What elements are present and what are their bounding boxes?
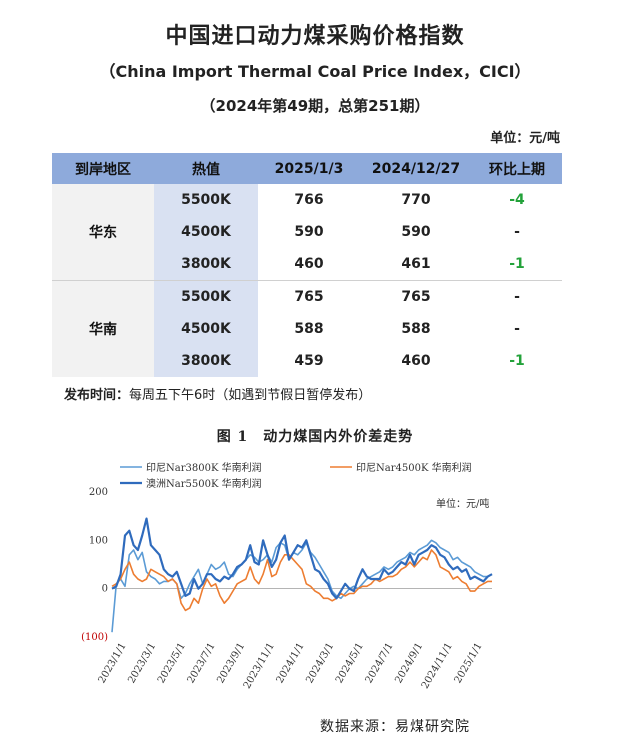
- x-tick-label: 2024/1/1: [275, 641, 307, 685]
- x-tick-label: 2023/5/1: [156, 641, 188, 685]
- spec-cell: 5500K: [154, 184, 258, 216]
- table-header-row: 到岸地区 热值 2025/1/3 2024/12/27 环比上期: [52, 153, 562, 184]
- price-change: -1: [509, 353, 525, 369]
- header-previous: 2024/12/27: [360, 153, 472, 184]
- region-south-china: 华南: [52, 280, 154, 377]
- legend-label: 澳洲Nar5500K 华南利润: [146, 477, 262, 490]
- current-price: 765: [294, 289, 324, 305]
- figure-title: 图 1 动力煤国内外价差走势: [216, 429, 414, 445]
- price-change: -: [514, 321, 520, 337]
- y-tick-label: 0: [102, 584, 108, 595]
- price-spread-chart: 印尼Nar3800K 华南利润 印尼Nar4500K 华南利润澳洲Nar5500K…: [81, 461, 493, 691]
- region-east-china: 华东: [52, 184, 154, 281]
- header-region: 到岸地区: [52, 153, 154, 184]
- x-tick-label: 2024/7/1: [364, 641, 396, 685]
- table-row: 3800K 460 461 -1: [52, 248, 562, 281]
- page-subtitle: （China Import Thermal Coal Price Index，C…: [99, 62, 531, 81]
- unit-label: 单位：元/吨: [490, 131, 560, 146]
- table-row: 4500K 588 588 -: [52, 313, 562, 345]
- x-tick-label: 2025/1/1: [453, 641, 485, 685]
- series-line: [111, 517, 493, 600]
- header-current: 2025/1/3: [258, 153, 360, 184]
- header-change: 环比上期: [472, 153, 562, 184]
- chart-legend: 印尼Nar3800K 华南利润 印尼Nar4500K 华南利润澳洲Nar5500K…: [120, 461, 472, 490]
- price-table: 到岸地区 热值 2025/1/3 2024/12/27 环比上期 华东 5500…: [52, 153, 562, 377]
- spec-cell: 4500K: [154, 216, 258, 248]
- current-price: 460: [258, 248, 360, 281]
- header-spec: 热值: [154, 153, 258, 184]
- chart-unit-label: 单位：元/吨: [436, 497, 489, 510]
- x-tick-label: 2024/5/1: [334, 641, 366, 685]
- price-change: -4: [509, 192, 525, 208]
- current-price: 766: [294, 192, 324, 208]
- table-row: 华南 5500K 765 765 -: [52, 280, 562, 377]
- release-time-text: 每周五下午6时（如遇到节假日暂停发布）: [129, 388, 372, 403]
- previous-price: 590: [401, 224, 431, 240]
- current-price: 590: [294, 224, 324, 240]
- current-price: 588: [294, 321, 324, 337]
- price-change: -1: [472, 248, 562, 281]
- previous-price: 765: [401, 289, 431, 305]
- current-price: 459: [294, 353, 324, 369]
- spec-cell: 3800K: [154, 345, 258, 377]
- y-tick-label: 200: [89, 487, 108, 498]
- x-tick-label: 2024/11/1: [420, 641, 455, 691]
- legend-label: 印尼Nar4500K 华南利润: [356, 461, 472, 474]
- table-row: 4500K 590 590 -: [52, 216, 562, 248]
- x-tick-label: 2023/11/1: [242, 641, 277, 691]
- x-tick-label: 2024/3/1: [304, 641, 336, 685]
- x-tick-label: 2023/9/1: [215, 641, 247, 685]
- page-title: 中国进口动力煤采购价格指数: [165, 24, 465, 49]
- release-time-label: 发布时间：: [64, 388, 130, 403]
- y-tick-label: 100: [89, 535, 108, 546]
- data-source: 数据来源：易煤研究院: [320, 719, 470, 735]
- spec-cell: 5500K: [154, 280, 258, 313]
- legend-label: 印尼Nar3800K 华南利润: [146, 461, 262, 474]
- y-tick-label: (100): [81, 632, 108, 643]
- chart-axes: 单位：元/吨 200 100 0 (100)2023/1/12023/3/12023/5…: [81, 487, 492, 691]
- release-time: 发布时间：每周五下午6时（如遇到节假日暂停发布）: [64, 384, 371, 403]
- previous-price: 588: [401, 321, 431, 337]
- x-tick-label: 2023/3/1: [126, 641, 158, 685]
- previous-price: 461: [360, 248, 472, 281]
- table-row: 3800K 459 460 -1: [52, 345, 562, 377]
- price-change: -: [514, 224, 520, 240]
- series-line: [111, 549, 492, 612]
- x-tick-label: 2023/7/1: [186, 641, 218, 685]
- previous-price: 770: [401, 192, 431, 208]
- price-change: -: [514, 289, 520, 305]
- table-row: 华东 5500K 766 770 -4: [52, 184, 562, 281]
- x-tick-label: 2024/9/1: [393, 641, 425, 685]
- chart-lines: [111, 517, 493, 633]
- spec-cell: 3800K: [154, 248, 258, 281]
- x-tick-label: 2023/1/1: [97, 641, 129, 685]
- spec-cell: 4500K: [154, 313, 258, 345]
- previous-price: 460: [401, 353, 431, 369]
- issue-number: （2024年第49期，总第251期）: [200, 97, 430, 115]
